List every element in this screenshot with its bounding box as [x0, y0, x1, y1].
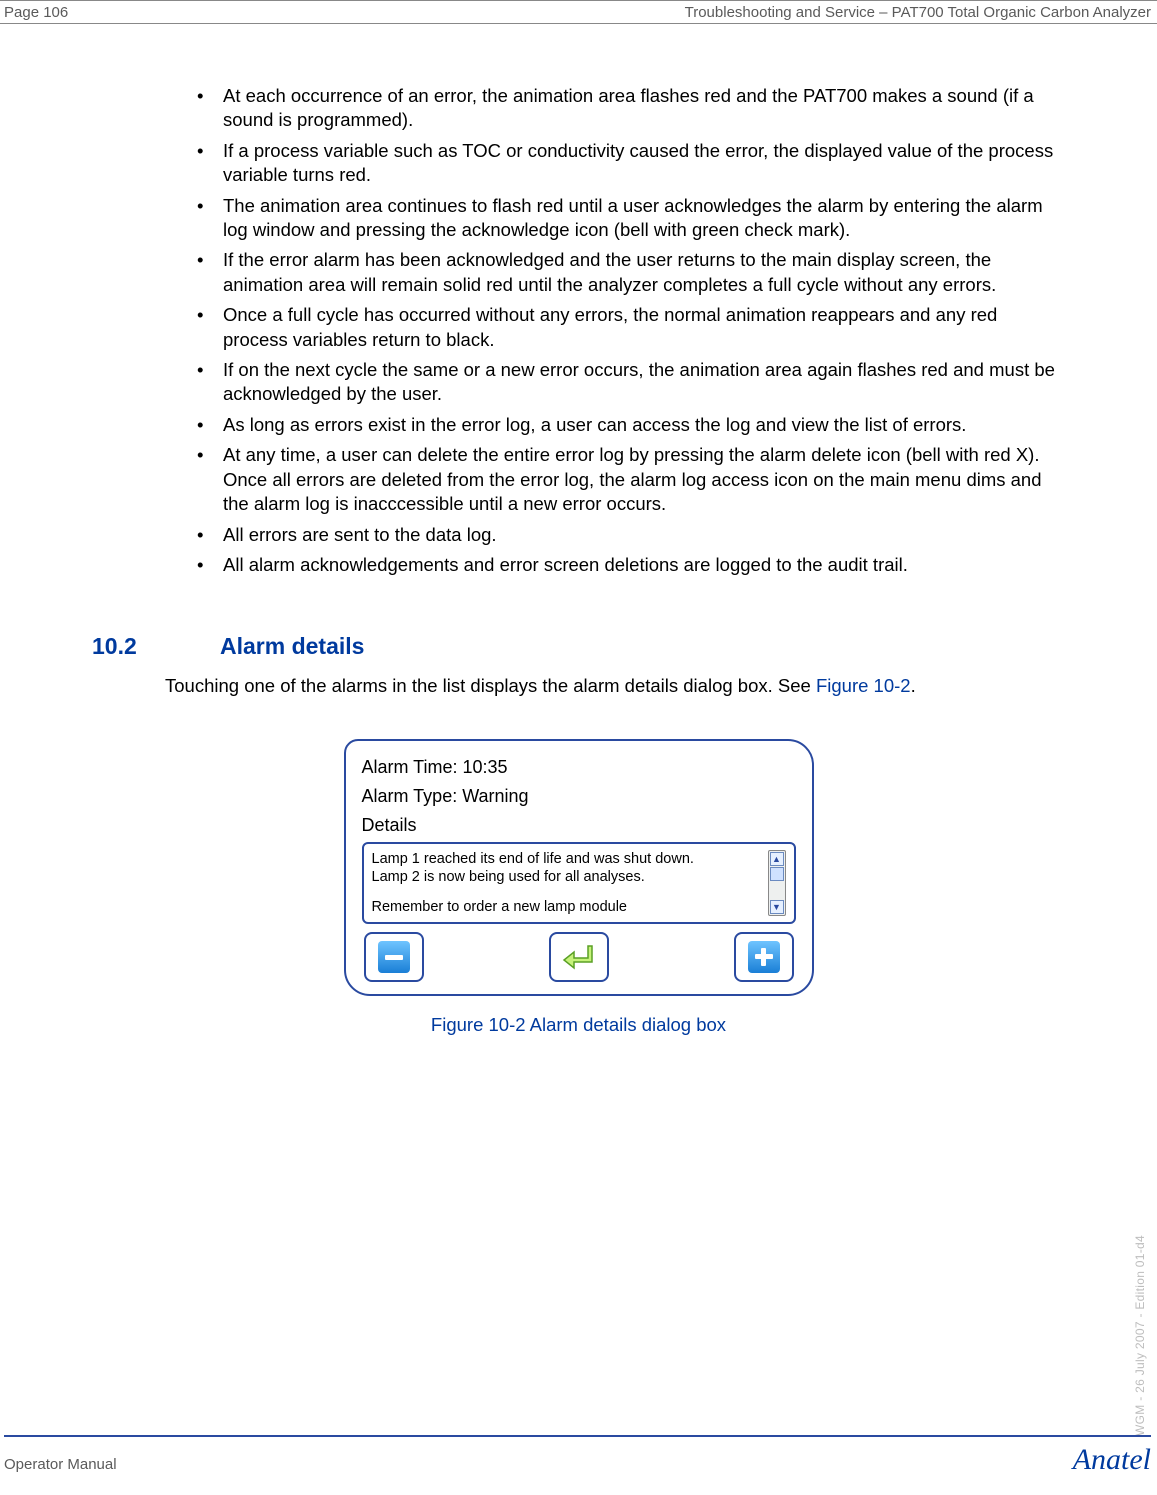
details-box: Lamp 1 reached its end of life and was s… [362, 842, 796, 924]
footer-left-text: Operator Manual [4, 1456, 117, 1473]
list-item: •As long as errors exist in the error lo… [195, 413, 1067, 437]
list-item: •Once a full cycle has occurred without … [195, 303, 1067, 352]
list-item: •If on the next cycle the same or a new … [195, 358, 1067, 407]
bullet-dot-icon: • [195, 553, 223, 577]
section-heading: 10.2 Alarm details [90, 633, 1067, 660]
bullet-dot-icon: • [195, 443, 223, 516]
bullet-dot-icon: • [195, 248, 223, 297]
details-line: Lamp 2 is now being used for all analyse… [372, 868, 762, 886]
brand-logo-text: Anatel [1073, 1443, 1151, 1477]
details-line: Lamp 1 reached its end of life and was s… [372, 850, 762, 868]
footer-rule [4, 1435, 1151, 1437]
bullet-text: If a process variable such as TOC or con… [223, 139, 1067, 188]
bullet-text: All alarm acknowledgements and error scr… [223, 553, 1067, 577]
details-line: Remember to order a new lamp module [372, 898, 762, 916]
doc-title: Troubleshooting and Service – PAT700 Tot… [685, 4, 1151, 21]
bullet-dot-icon: • [195, 303, 223, 352]
dialog-button-row [362, 932, 796, 982]
details-text: Lamp 1 reached its end of life and was s… [372, 850, 762, 916]
bullet-text: At each occurrence of an error, the anim… [223, 84, 1067, 133]
list-item: •At each occurrence of an error, the ani… [195, 84, 1067, 133]
bullet-text: Once a full cycle has occurred without a… [223, 303, 1067, 352]
bullet-text: At any time, a user can delete the entir… [223, 443, 1067, 516]
list-item: •At any time, a user can delete the enti… [195, 443, 1067, 516]
section-paragraph: Touching one of the alarms in the list d… [165, 674, 1067, 698]
bullet-dot-icon: • [195, 358, 223, 407]
plus-icon [748, 941, 780, 973]
section-number: 10.2 [90, 633, 220, 660]
revision-sidebar-text: WGM - 26 July 2007 - Edition 01-d4 [1133, 1235, 1147, 1436]
bullet-text: As long as errors exist in the error log… [223, 413, 1067, 437]
page-footer: Operator Manual Anatel [0, 1435, 1157, 1477]
minus-icon [378, 941, 410, 973]
list-item: •If a process variable such as TOC or co… [195, 139, 1067, 188]
list-item: •If the error alarm has been acknowledge… [195, 248, 1067, 297]
bullet-dot-icon: • [195, 523, 223, 547]
return-button[interactable] [549, 932, 609, 982]
bullet-dot-icon: • [195, 84, 223, 133]
alarm-time-label: Alarm Time: 10:35 [362, 757, 796, 778]
section-text-before: Touching one of the alarms in the list d… [165, 675, 816, 696]
list-item: •The animation area continues to flash r… [195, 194, 1067, 243]
bullet-list: •At each occurrence of an error, the ani… [195, 84, 1067, 577]
scroll-thumb[interactable] [770, 867, 784, 881]
bullet-dot-icon: • [195, 139, 223, 188]
list-item: •All alarm acknowledgements and error sc… [195, 553, 1067, 577]
scroll-up-icon[interactable]: ▲ [770, 852, 784, 866]
bullet-text: All errors are sent to the data log. [223, 523, 1067, 547]
figure: Alarm Time: 10:35 Alarm Type: Warning De… [90, 739, 1067, 1036]
page-number: Page 106 [4, 4, 68, 21]
details-scrollbar[interactable]: ▲ ▼ [768, 850, 786, 916]
next-button[interactable] [734, 932, 794, 982]
figure-reference-link[interactable]: Figure 10-2 [816, 675, 911, 696]
bullet-dot-icon: • [195, 194, 223, 243]
return-arrow-icon [562, 942, 596, 972]
bullet-dot-icon: • [195, 413, 223, 437]
bullet-text: If on the next cycle the same or a new e… [223, 358, 1067, 407]
figure-caption: Figure 10-2 Alarm details dialog box [431, 1014, 726, 1036]
bullet-text: If the error alarm has been acknowledged… [223, 248, 1067, 297]
list-item: •All errors are sent to the data log. [195, 523, 1067, 547]
details-heading: Details [362, 815, 796, 836]
previous-button[interactable] [364, 932, 424, 982]
alarm-type-label: Alarm Type: Warning [362, 786, 796, 807]
bullet-text: The animation area continues to flash re… [223, 194, 1067, 243]
alarm-details-dialog: Alarm Time: 10:35 Alarm Type: Warning De… [344, 739, 814, 996]
section-title: Alarm details [220, 633, 364, 660]
scroll-down-icon[interactable]: ▼ [770, 900, 784, 914]
section-text-after: . [911, 675, 916, 696]
page-header: Page 106 Troubleshooting and Service – P… [0, 0, 1157, 24]
